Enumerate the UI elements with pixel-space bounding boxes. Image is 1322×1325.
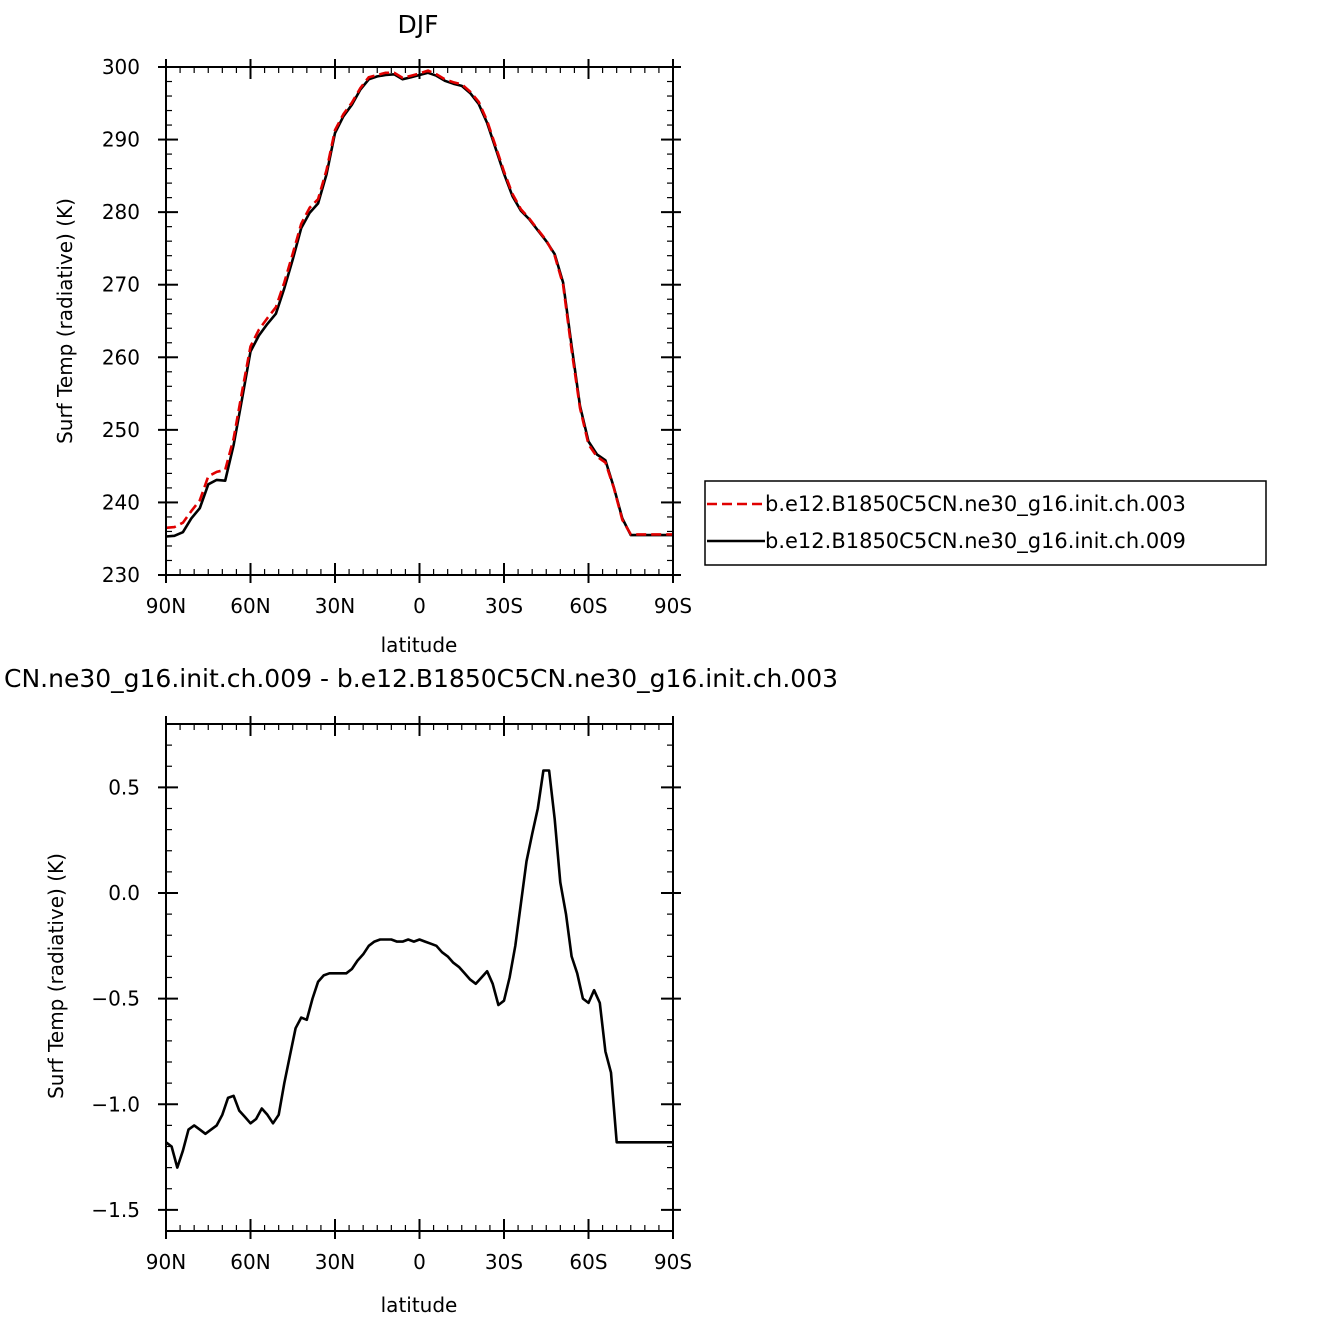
top-panel: DJF 90N 60N 30N 0 30S 60S 90S 2302402502602702… xyxy=(53,10,692,657)
y-tick-label: 230 xyxy=(102,563,140,587)
top-ticks xyxy=(158,59,681,583)
x-tick-label: 0 xyxy=(413,1250,426,1274)
series-line xyxy=(165,769,673,1169)
y-tick-label: 290 xyxy=(102,128,140,152)
bottom-plot-frame xyxy=(165,723,674,1232)
top-chart-title: DJF xyxy=(397,10,438,39)
x-tick-label: 90S xyxy=(654,594,692,618)
top-x-tick-labels: 90N 60N 30N 0 30S 60S 90S xyxy=(146,594,692,618)
y-tick-label: −0.5 xyxy=(91,987,140,1011)
bottom-chart-title: CN.ne30_g16.init.ch.009 - b.e12.B1850C5C… xyxy=(4,664,838,693)
top-x-axis-label: latitude xyxy=(381,633,458,657)
x-tick-label: 60N xyxy=(230,1250,270,1274)
y-tick-label: 240 xyxy=(102,490,140,514)
y-tick-label: −1.0 xyxy=(91,1092,140,1116)
y-tick-label: −1.5 xyxy=(91,1198,140,1222)
x-tick-label: 60N xyxy=(230,594,270,618)
legend-label-003: b.e12.B1850C5CN.ne30_g16.init.ch.003 xyxy=(765,492,1186,517)
top-plot-frame xyxy=(165,66,674,576)
bottom-x-axis-label: latitude xyxy=(381,1293,458,1317)
series-line xyxy=(165,69,673,536)
bottom-y-axis-label: Surf Temp (radiative) (K) xyxy=(44,853,68,1099)
series-line xyxy=(165,71,673,538)
bottom-ticks xyxy=(158,716,681,1239)
legend-label-009: b.e12.B1850C5CN.ne30_g16.init.ch.009 xyxy=(765,529,1186,554)
bottom-x-tick-labels: 90N 60N 30N 0 30S 60S 90S xyxy=(146,1250,692,1274)
x-tick-label: 30S xyxy=(485,594,523,618)
y-tick-label: 250 xyxy=(102,418,140,442)
x-tick-label: 30N xyxy=(315,1250,355,1274)
y-tick-label: 280 xyxy=(102,200,140,224)
legend-box xyxy=(704,480,1267,566)
x-tick-label: 30N xyxy=(315,594,355,618)
x-tick-label: 30S xyxy=(485,1250,523,1274)
legend: b.e12.B1850C5CN.ne30_g16.init.ch.003 b.e… xyxy=(704,480,1267,566)
x-tick-label: 60S xyxy=(569,1250,607,1274)
top-series-group xyxy=(165,69,673,538)
x-tick-label: 90N xyxy=(146,1250,186,1274)
y-tick-label: 260 xyxy=(102,345,140,369)
x-tick-label: 90S xyxy=(654,1250,692,1274)
x-tick-label: 60S xyxy=(569,594,607,618)
top-y-axis-label: Surf Temp (radiative) (K) xyxy=(53,198,77,444)
y-tick-label: 0.5 xyxy=(108,775,140,799)
x-tick-label: 0 xyxy=(413,594,426,618)
bottom-panel: CN.ne30_g16.init.ch.009 - b.e12.B1850C5C… xyxy=(4,664,838,1317)
top-y-tick-labels: 230 240 250 260 270 280 290 300 xyxy=(102,55,140,587)
bottom-series-group xyxy=(165,769,673,1169)
bottom-y-tick-labels: 0.5 0.0 −0.5 −1.0 −1.5 xyxy=(91,775,140,1222)
y-tick-label: 300 xyxy=(102,55,140,79)
y-tick-label: 270 xyxy=(102,273,140,297)
x-tick-label: 90N xyxy=(146,594,186,618)
y-tick-label: 0.0 xyxy=(108,881,140,905)
